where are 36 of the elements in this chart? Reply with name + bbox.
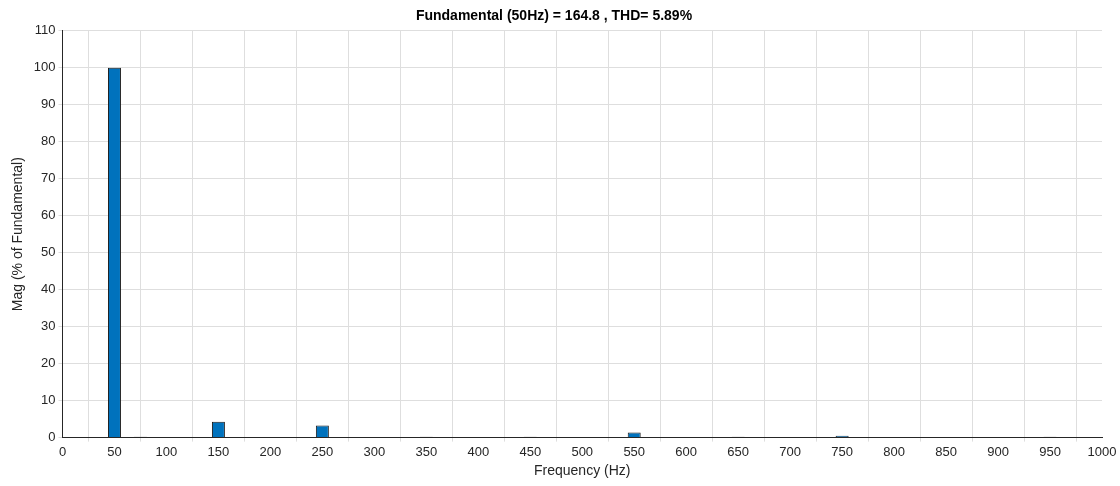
- x-tick-label: 650: [727, 443, 750, 459]
- chart-title: Fundamental (50Hz) = 164.8 , THD= 5.89%: [415, 7, 693, 24]
- x-tick-label: 950: [1039, 443, 1061, 459]
- x-tick-label: 900: [987, 443, 1009, 459]
- y-tick-label: 60: [41, 207, 56, 223]
- y-tick-label: 70: [41, 170, 56, 186]
- y-tick-label: 20: [41, 355, 56, 371]
- y-tick-label: 90: [41, 96, 56, 112]
- x-tick-label: 800: [883, 443, 905, 459]
- y-tick-label: 100: [33, 59, 56, 75]
- y-axis-title: Mag (% of Fundamental): [9, 157, 26, 312]
- x-tick-label: 200: [259, 443, 282, 459]
- x-tick-label: 750: [831, 443, 853, 459]
- x-axis-title: Frequency (Hz): [534, 462, 631, 479]
- x-tick-label: 500: [571, 443, 594, 459]
- y-tick-label: 80: [41, 133, 56, 149]
- x-tick-label: 50: [107, 443, 122, 459]
- x-tick-label: 450: [519, 443, 542, 459]
- y-tick-label: 30: [41, 318, 56, 334]
- x-tick-label: 550: [623, 443, 646, 459]
- y-tick-label: 50: [41, 244, 56, 260]
- y-tick-label: 110: [34, 22, 56, 38]
- x-tick-label: 700: [779, 443, 801, 459]
- x-tick-label: 250: [311, 443, 334, 459]
- x-tick-label: 0: [58, 443, 67, 459]
- y-tick-label: 10: [41, 392, 56, 408]
- x-tick-label: 400: [467, 443, 490, 459]
- x-tick-label: 350: [415, 443, 438, 459]
- x-tick-label: 600: [675, 443, 698, 459]
- x-tick-label: 150: [207, 443, 230, 459]
- x-tick-label: 300: [363, 443, 386, 459]
- y-tick-label: 40: [41, 281, 56, 297]
- x-tick-label: 1000: [1087, 443, 1117, 459]
- y-tick-label: 0: [48, 429, 56, 445]
- x-tick-label: 850: [935, 443, 957, 459]
- x-tick-label: 100: [155, 443, 178, 459]
